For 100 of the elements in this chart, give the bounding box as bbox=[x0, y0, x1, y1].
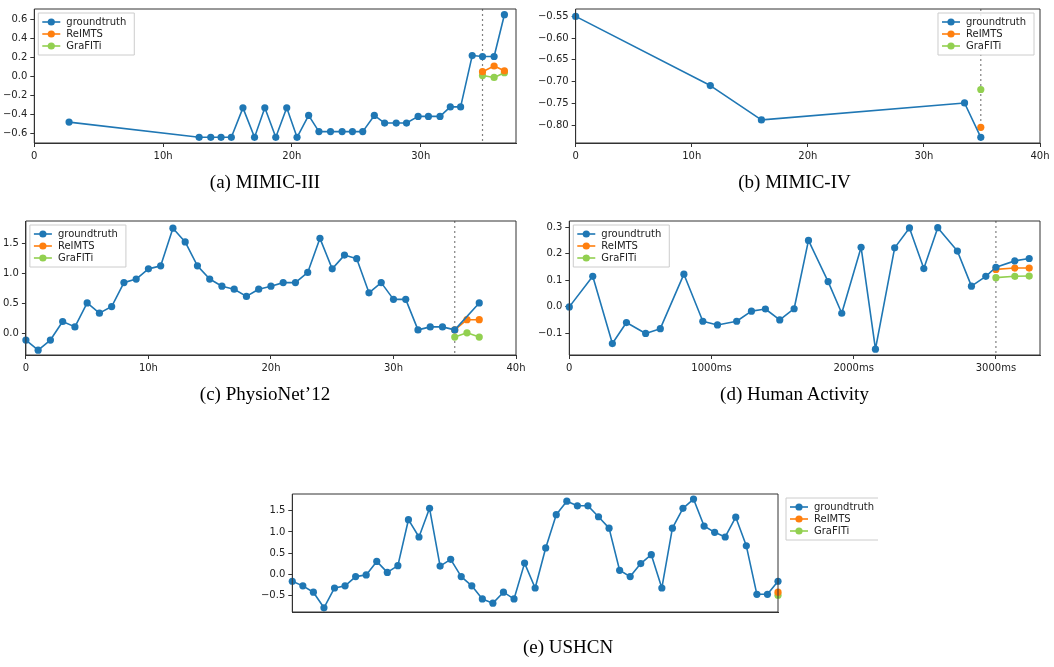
text: (d) Human Activity bbox=[719, 383, 870, 405]
legend-label: groundtruth bbox=[965, 15, 1027, 27]
x-tick-label: 40h bbox=[1030, 149, 1050, 161]
point bbox=[668, 524, 677, 532]
point bbox=[468, 51, 476, 60]
legend-label: ReIMTS bbox=[66, 27, 103, 39]
point bbox=[475, 333, 483, 341]
point bbox=[108, 302, 116, 311]
point bbox=[255, 285, 263, 293]
point bbox=[742, 542, 750, 550]
point bbox=[647, 551, 655, 559]
point bbox=[656, 325, 664, 333]
x-tick-label: 20h bbox=[282, 149, 302, 161]
point bbox=[891, 244, 899, 252]
y-tick-label: 0.0 bbox=[546, 300, 563, 312]
point bbox=[905, 224, 914, 232]
point bbox=[227, 133, 235, 141]
point bbox=[144, 265, 153, 273]
point bbox=[451, 333, 459, 341]
x-tick-label: 20h bbox=[261, 361, 281, 373]
point bbox=[531, 584, 539, 592]
point bbox=[475, 316, 483, 324]
point bbox=[230, 285, 238, 293]
point bbox=[340, 251, 349, 259]
point bbox=[700, 522, 708, 530]
point bbox=[1025, 272, 1033, 280]
point bbox=[261, 104, 269, 112]
legend-label: GraFITi bbox=[601, 251, 637, 263]
point bbox=[414, 112, 422, 120]
x-tick-label: 10h bbox=[138, 361, 158, 373]
y-tick-label: 1.5 bbox=[3, 237, 19, 249]
point bbox=[293, 133, 301, 141]
point bbox=[383, 568, 391, 576]
y-tick-label: −0.70 bbox=[537, 75, 569, 87]
point bbox=[967, 282, 976, 290]
point bbox=[272, 133, 280, 141]
point bbox=[804, 236, 813, 245]
point bbox=[267, 282, 275, 290]
text: (a) MIMIC-III bbox=[208, 171, 322, 193]
y-tick-label: −0.55 bbox=[537, 9, 569, 21]
point bbox=[95, 309, 104, 317]
point bbox=[747, 307, 756, 315]
point bbox=[468, 582, 476, 590]
point bbox=[489, 599, 497, 607]
point bbox=[370, 111, 378, 120]
point bbox=[381, 119, 389, 127]
point bbox=[622, 318, 631, 327]
point bbox=[446, 103, 454, 111]
point bbox=[953, 247, 961, 255]
y-tick-label: 0.5 bbox=[269, 546, 286, 558]
point bbox=[457, 573, 465, 581]
text: (b) MIMIC-IV bbox=[737, 171, 852, 193]
legend-label: GraFITi bbox=[66, 39, 102, 51]
point bbox=[520, 559, 529, 567]
point bbox=[721, 533, 729, 541]
point bbox=[658, 584, 666, 592]
x-tick-label: 30h bbox=[411, 149, 431, 161]
point bbox=[1025, 264, 1033, 272]
point bbox=[328, 265, 336, 273]
point bbox=[217, 133, 225, 141]
point bbox=[689, 495, 698, 503]
y-tick-label: −0.1 bbox=[537, 327, 563, 339]
point bbox=[338, 128, 346, 136]
point bbox=[353, 255, 361, 263]
x-tick-label: 0 bbox=[31, 149, 38, 161]
point bbox=[934, 224, 942, 232]
point bbox=[824, 278, 832, 286]
y-tick-label: −0.4 bbox=[2, 108, 28, 120]
point bbox=[373, 557, 381, 566]
point bbox=[510, 595, 518, 603]
point bbox=[960, 99, 969, 107]
point bbox=[757, 116, 765, 124]
legend-label: ReIMTS bbox=[601, 239, 638, 251]
point bbox=[447, 555, 455, 563]
point bbox=[763, 590, 772, 598]
point bbox=[977, 133, 985, 141]
point bbox=[316, 234, 324, 242]
point bbox=[438, 323, 447, 331]
y-tick-label: 1.0 bbox=[269, 525, 286, 537]
point bbox=[242, 292, 251, 300]
point bbox=[181, 238, 189, 246]
point bbox=[790, 305, 798, 313]
point bbox=[341, 582, 349, 590]
legend-label: GraFITi bbox=[57, 251, 94, 263]
point bbox=[415, 533, 423, 541]
point bbox=[594, 513, 603, 521]
point bbox=[732, 513, 740, 521]
point bbox=[424, 112, 433, 120]
point bbox=[71, 323, 79, 331]
point bbox=[169, 224, 177, 232]
point bbox=[776, 316, 784, 324]
point bbox=[563, 497, 571, 505]
y-tick-label: 1.5 bbox=[269, 504, 286, 516]
text: (c) PhysioNet’12 bbox=[198, 383, 332, 405]
point bbox=[352, 573, 360, 581]
x-tick-label: 10h bbox=[682, 149, 702, 161]
y-tick-label: 0.2 bbox=[546, 247, 563, 259]
legend-label: groundtruth bbox=[57, 227, 118, 239]
point bbox=[365, 289, 373, 297]
point bbox=[279, 279, 287, 287]
